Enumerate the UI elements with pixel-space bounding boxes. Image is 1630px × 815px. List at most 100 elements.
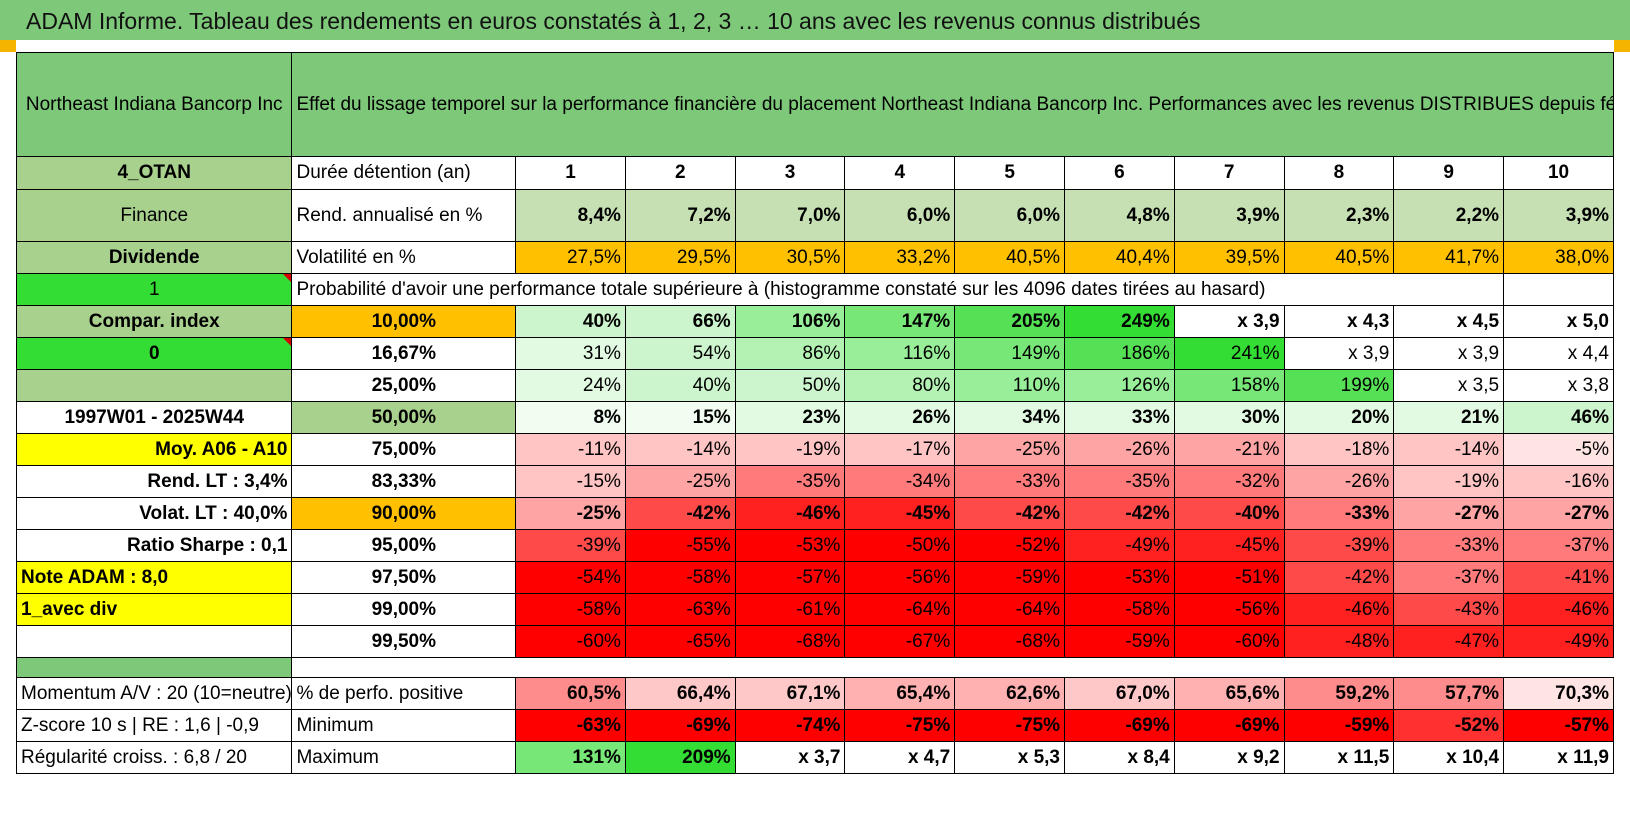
prob-value-cell: -48%: [1283, 625, 1395, 658]
prob-value-cell: 106%: [734, 305, 846, 338]
spacer-blank-cell: [292, 658, 1614, 678]
prob-value-cell: -56%: [844, 561, 956, 594]
summary-value-cell: 66,4%: [624, 677, 736, 710]
prob-value-cell: -42%: [1283, 561, 1395, 594]
summary-value-cell: -75%: [954, 709, 1065, 742]
prob-value-cell: 205%: [954, 305, 1065, 338]
summary-value-cell: 65,6%: [1173, 677, 1285, 710]
rend-label: Rend. annualisé en %: [291, 189, 517, 242]
prob-value-cell: -43%: [1393, 593, 1505, 626]
summary-left-cell: Régularité croiss. : 6,8 / 20: [15, 741, 293, 774]
prob-value-cell: 110%: [954, 369, 1065, 402]
blank-side-cell: [15, 369, 293, 402]
rend-cell: 7,2%: [624, 189, 736, 242]
prob-value-cell: -59%: [954, 561, 1065, 594]
prob-value-cell: -63%: [624, 593, 736, 626]
prob-value-cell: -54%: [515, 561, 626, 594]
rend-cell: 6,0%: [844, 189, 956, 242]
prob-row: Moy. A06 - A10 75,00% -11% -14% -19% -17% -25%…: [15, 433, 1614, 466]
prob-value-cell: -17%: [844, 433, 956, 466]
prob-value-cell: x 3,9: [1173, 305, 1285, 338]
prob-value-cell: -58%: [624, 561, 736, 594]
percentile-cell: 97,50%: [291, 561, 517, 594]
flag-one-cell: 1: [15, 273, 293, 306]
note-adam-cell: Note ADAM : 8,0: [15, 561, 293, 594]
year-header: 3: [734, 156, 846, 190]
prob-value-cell: -41%: [1503, 561, 1614, 594]
percentile-cell: 99,00%: [291, 593, 517, 626]
summary-value-cell: 57,7%: [1393, 677, 1505, 710]
summary-value-cell: -69%: [1063, 709, 1175, 742]
year-header: 9: [1393, 156, 1505, 190]
rend-cell: 8,4%: [515, 189, 626, 242]
performance-table: Northeast Indiana Bancorp Inc Effet du l…: [15, 52, 1614, 774]
prob-value-cell: 15%: [624, 401, 736, 434]
proba-spacer-10: [1503, 273, 1614, 306]
prob-value-cell: -25%: [954, 433, 1065, 466]
prob-value-cell: -26%: [1283, 465, 1395, 498]
prob-value-cell: -59%: [1063, 625, 1175, 658]
summary-row: Z-score 10 s | RE : 1,6 | -0,9 Minimum -63…: [15, 709, 1614, 742]
year-header: 4: [844, 156, 956, 190]
prob-value-cell: 40%: [515, 305, 626, 338]
prob-value-cell: -67%: [844, 625, 956, 658]
summary-value-cell: 60,5%: [515, 677, 626, 710]
moy-cell: Moy. A06 - A10: [15, 433, 293, 466]
prob-value-cell: -21%: [1173, 433, 1285, 466]
prob-value-cell: -35%: [734, 465, 846, 498]
vol-cell: 39,5%: [1173, 241, 1285, 274]
summary-left-cell: Momentum A/V : 20 (10=neutre): [15, 677, 293, 710]
avec-div-cell: 1_avec div: [15, 593, 293, 626]
prob-value-cell: -37%: [1503, 529, 1614, 562]
prob-value-cell: 8%: [515, 401, 626, 434]
prob-value-cell: -27%: [1393, 497, 1505, 530]
summary-value-cell: 131%: [515, 741, 626, 774]
prob-value-cell: 20%: [1283, 401, 1395, 434]
prob-value-cell: -35%: [1063, 465, 1175, 498]
prob-value-cell: 34%: [954, 401, 1065, 434]
prob-value-cell: 46%: [1503, 401, 1614, 434]
percentile-cell: 75,00%: [291, 433, 517, 466]
prob-row: 0 16,67% 31% 54% 86% 116% 149% 186% 241% x 3,9 x 3…: [15, 337, 1614, 370]
prob-row: 1997W01 - 2025W44 50,00% 8% 15% 23% 26% 34% 33%…: [15, 401, 1614, 434]
summary-label-cell: Minimum: [291, 709, 517, 742]
prob-value-cell: 24%: [515, 369, 626, 402]
left-accent: [0, 40, 16, 52]
prob-row: 25,00% 24% 40% 50% 80% 110% 126% 158% 199% x 3,5 x…: [15, 369, 1614, 402]
percentile-cell: 25,00%: [291, 369, 517, 402]
prob-value-cell: -60%: [515, 625, 626, 658]
prob-value-cell: -34%: [844, 465, 956, 498]
year-header: 6: [1063, 156, 1175, 190]
prob-value-cell: -42%: [1063, 497, 1175, 530]
prob-value-cell: x 3,8: [1503, 369, 1614, 402]
prob-value-cell: -32%: [1173, 465, 1285, 498]
summary-label-cell: % de perfo. positive: [291, 677, 517, 710]
vol-cell: 40,4%: [1063, 241, 1175, 274]
prob-value-cell: -11%: [515, 433, 626, 466]
summary-value-cell: -69%: [1173, 709, 1285, 742]
type-cell: Dividende: [15, 241, 293, 274]
prob-row: Compar. index 10,00% 40% 66% 106% 147% 205% 249…: [15, 305, 1614, 338]
summary-value-cell: 65,4%: [844, 677, 956, 710]
summary-value-cell: 67,0%: [1063, 677, 1175, 710]
prob-value-cell: -42%: [954, 497, 1065, 530]
prob-value-cell: -25%: [624, 465, 736, 498]
period-cell: 1997W01 - 2025W44: [15, 401, 293, 434]
prob-value-cell: 80%: [844, 369, 956, 402]
prob-value-cell: -14%: [624, 433, 736, 466]
rend-cell: 3,9%: [1503, 189, 1614, 242]
summary-value-cell: x 5,3: [954, 741, 1065, 774]
prob-value-cell: -57%: [734, 561, 846, 594]
prob-value-cell: 40%: [624, 369, 736, 402]
prob-value-cell: x 3,9: [1283, 337, 1395, 370]
summary-value-cell: -75%: [844, 709, 956, 742]
rend-cell: 3,9%: [1173, 189, 1285, 242]
prob-value-cell: 66%: [624, 305, 736, 338]
compar-index-cell: Compar. index: [15, 305, 293, 338]
prob-value-cell: 241%: [1173, 337, 1285, 370]
prob-value-cell: -40%: [1173, 497, 1285, 530]
prob-row: Note ADAM : 8,0 97,50% -54% -58% -57% -56% -59…: [15, 561, 1614, 594]
company-description: Effet du lissage temporel sur la perform…: [291, 52, 1614, 157]
vol-cell: 27,5%: [515, 241, 626, 274]
prob-value-cell: 116%: [844, 337, 956, 370]
